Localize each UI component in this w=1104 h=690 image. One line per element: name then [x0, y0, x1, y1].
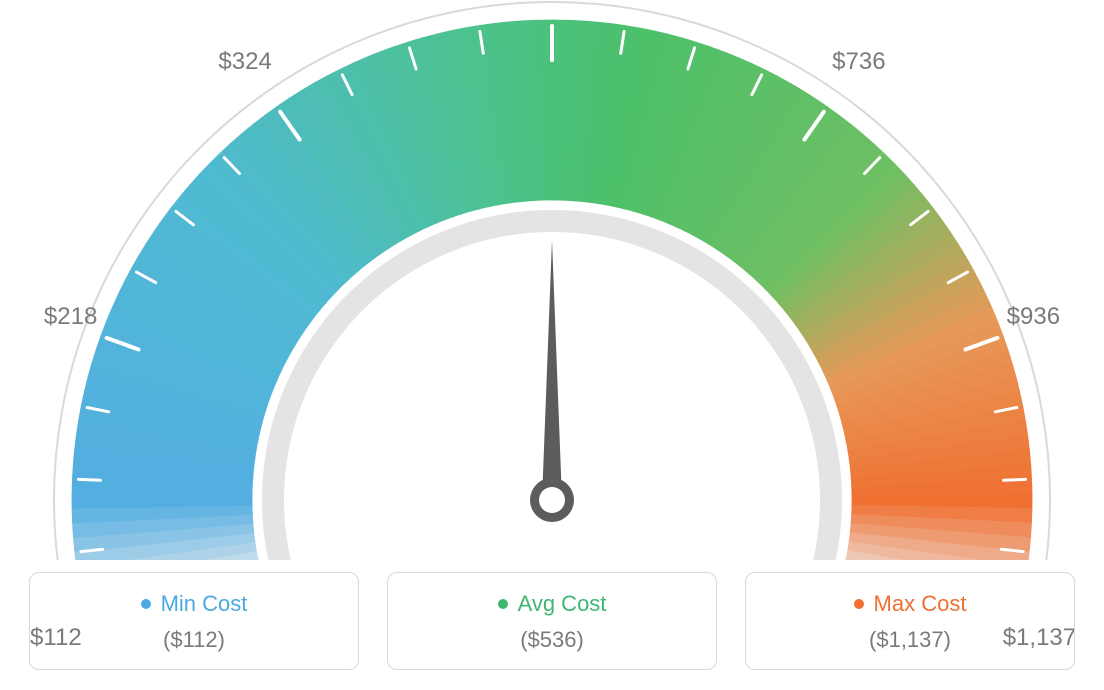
chart-root: $112$218$324$536$736$936$1,137 Min Cost … — [0, 0, 1104, 690]
max-cost-value: ($1,137) — [869, 627, 951, 653]
min-cost-dot — [141, 599, 151, 609]
legend-row: Min Cost ($112) Avg Cost ($536) Max Cost… — [0, 572, 1104, 670]
gauge-area: $112$218$324$536$736$936$1,137 — [0, 0, 1104, 560]
avg-cost-value: ($536) — [520, 627, 584, 653]
avg-cost-card: Avg Cost ($536) — [387, 572, 717, 670]
tick-label: $324 — [218, 48, 271, 76]
avg-cost-title: Avg Cost — [498, 591, 607, 617]
min-cost-value: ($112) — [163, 627, 225, 653]
gauge-svg — [0, 0, 1104, 560]
avg-cost-dot — [498, 599, 508, 609]
min-cost-card: Min Cost ($112) — [29, 572, 359, 670]
max-cost-title: Max Cost — [854, 591, 967, 617]
max-cost-card: Max Cost ($1,137) — [745, 572, 1075, 670]
tick-label: $736 — [832, 48, 885, 76]
min-cost-label: Min Cost — [161, 591, 248, 617]
max-cost-dot — [854, 599, 864, 609]
avg-cost-label: Avg Cost — [518, 591, 607, 617]
tick-label: $218 — [44, 303, 97, 331]
max-cost-label: Max Cost — [874, 591, 967, 617]
min-cost-title: Min Cost — [141, 591, 248, 617]
tick-label: $936 — [1007, 303, 1060, 331]
